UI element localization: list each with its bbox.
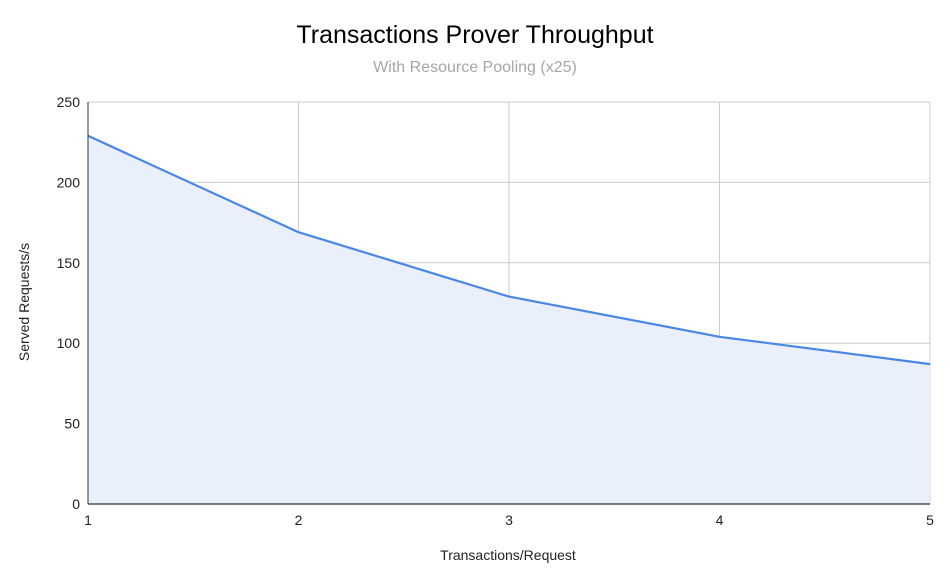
y-tick-label: 0 bbox=[72, 496, 80, 512]
series-area-layer bbox=[88, 135, 930, 505]
x-tick-label: 2 bbox=[295, 512, 303, 528]
chart-title: Transactions Prover Throughput bbox=[296, 21, 653, 49]
y-tick-labels: 0 50 100 150 200 250 bbox=[57, 94, 81, 512]
y-tick-label: 150 bbox=[57, 255, 81, 271]
x-tick-label: 5 bbox=[926, 512, 934, 528]
y-tick-label: 250 bbox=[57, 94, 81, 110]
y-axis-label: Served Requests/s bbox=[16, 243, 32, 361]
x-tick-label: 3 bbox=[505, 512, 513, 528]
y-tick-label: 50 bbox=[64, 416, 80, 432]
x-tick-label: 4 bbox=[716, 512, 724, 528]
x-tick-labels: 1 2 3 4 5 bbox=[84, 512, 934, 528]
x-tick-label: 1 bbox=[84, 512, 92, 528]
y-tick-label: 200 bbox=[57, 174, 81, 190]
series-line-layer bbox=[87, 134, 931, 366]
series-area bbox=[88, 135, 930, 505]
y-tick-label: 100 bbox=[57, 335, 81, 351]
x-axis-label: Transactions/Request bbox=[440, 547, 576, 563]
chart-subtitle: With Resource Pooling (x25) bbox=[373, 59, 577, 76]
axes bbox=[87, 102, 930, 505]
series-line bbox=[87, 134, 931, 366]
